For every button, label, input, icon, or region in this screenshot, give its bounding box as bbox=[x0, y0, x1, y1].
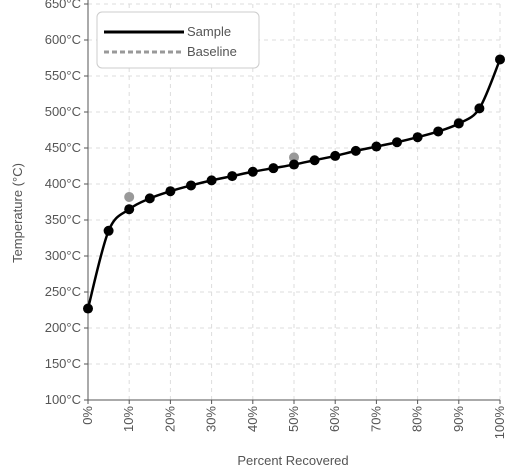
sample-point bbox=[412, 132, 423, 143]
sample-point bbox=[453, 118, 464, 129]
y-tick-label: 550°C bbox=[45, 68, 81, 83]
y-tick-labels: 100°C 150°C 200°C 250°C 300°C 350°C 400°C 450°C… bbox=[45, 0, 81, 407]
sample-point bbox=[350, 145, 361, 156]
y-tick-label: 300°C bbox=[45, 248, 81, 263]
x-tick-label: 10% bbox=[121, 406, 136, 432]
baseline-point bbox=[289, 152, 299, 163]
x-tick-label: 20% bbox=[162, 406, 177, 432]
x-tick-label: 0% bbox=[80, 406, 95, 425]
sample-point bbox=[144, 193, 155, 204]
sample-point bbox=[186, 180, 196, 191]
sample-point bbox=[495, 54, 505, 65]
y-tick-label: 450°C bbox=[45, 140, 81, 155]
series bbox=[83, 54, 505, 314]
sample-point bbox=[227, 171, 238, 182]
sample-point bbox=[371, 141, 382, 152]
sample-point bbox=[83, 303, 93, 314]
sample-point bbox=[124, 204, 135, 215]
x-tick-label: 40% bbox=[245, 406, 260, 432]
y-tick-label: 250°C bbox=[45, 284, 81, 299]
y-tick-label: 350°C bbox=[45, 212, 81, 227]
x-tick-label: 80% bbox=[410, 406, 425, 432]
baseline-point bbox=[124, 191, 135, 202]
sample-point bbox=[474, 103, 485, 114]
axes bbox=[84, 0, 501, 404]
sample-point bbox=[103, 225, 114, 236]
legend: Sample Baseline bbox=[96, 11, 260, 69]
sample-point bbox=[165, 186, 176, 197]
x-tick-label: 50% bbox=[286, 406, 301, 432]
legend-box bbox=[96, 11, 260, 69]
legend-label-sample: Sample bbox=[187, 24, 231, 39]
sample-point bbox=[268, 163, 279, 174]
x-tick-label: 100% bbox=[492, 406, 507, 440]
x-tick-labels: 0% 10% 20% 30% 40% 50% 60% 70% 80% 90% 100% bbox=[80, 406, 507, 440]
y-tick-label: 500°C bbox=[45, 104, 81, 119]
sample-point bbox=[433, 126, 444, 137]
sample-point bbox=[247, 166, 258, 177]
x-tick-label: 90% bbox=[451, 406, 466, 432]
y-tick-label: 600°C bbox=[45, 32, 81, 47]
sample-point bbox=[392, 137, 402, 148]
y-tick-label: 100°C bbox=[45, 392, 81, 407]
x-tick-label: 30% bbox=[204, 406, 219, 432]
grid bbox=[88, 3, 501, 400]
y-tick-label: 150°C bbox=[45, 356, 81, 371]
x-axis-title: Percent Recovered bbox=[237, 453, 348, 468]
y-tick-label: 650°C bbox=[45, 0, 81, 11]
sample-point bbox=[206, 175, 217, 186]
y-tick-label: 200°C bbox=[45, 320, 81, 335]
sample-point bbox=[289, 159, 299, 170]
y-axis-title: Temperature (°C) bbox=[10, 163, 25, 263]
sample-point bbox=[309, 155, 320, 166]
legend-label-baseline: Baseline bbox=[187, 44, 237, 59]
x-tick-label: 60% bbox=[327, 406, 342, 432]
x-tick-label: 70% bbox=[368, 406, 383, 432]
sample-point bbox=[330, 150, 341, 161]
y-tick-label: 400°C bbox=[45, 176, 81, 191]
